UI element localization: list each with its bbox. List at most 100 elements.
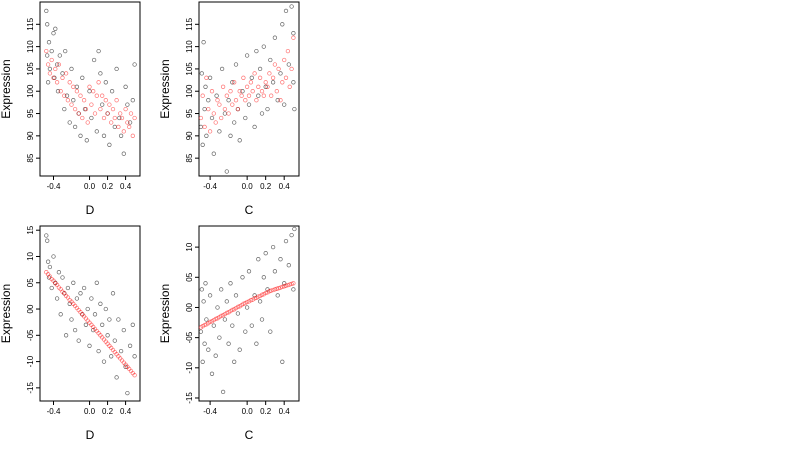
- data-point: [72, 124, 78, 130]
- data-point: [81, 98, 87, 103]
- data-point: [248, 80, 254, 85]
- data-point: [269, 288, 274, 293]
- data-point: [69, 66, 74, 72]
- data-point: [211, 151, 216, 156]
- data-point: [249, 75, 254, 80]
- x-axis-title: D: [86, 428, 95, 442]
- data-point: [263, 290, 268, 296]
- y-tick-label: -10: [26, 355, 35, 367]
- data-point: [254, 48, 259, 54]
- data-point: [51, 31, 56, 36]
- data-point: [109, 89, 115, 94]
- data-point: [252, 124, 257, 130]
- data-point: [54, 296, 60, 301]
- data-point: [74, 89, 80, 94]
- data-point: [230, 307, 235, 313]
- data-point: [213, 316, 218, 322]
- data-point: [243, 329, 248, 334]
- data-point: [91, 57, 97, 63]
- data-point: [202, 106, 207, 112]
- data-point: [87, 343, 92, 348]
- data-point: [267, 71, 272, 76]
- data-point: [250, 89, 255, 94]
- data-point: [259, 317, 265, 322]
- data-point: [243, 98, 248, 103]
- data-point: [291, 281, 296, 286]
- data-point: [233, 293, 239, 298]
- data-point: [214, 93, 219, 98]
- x-tick-label: -0.4: [47, 182, 61, 191]
- data-point: [67, 80, 72, 85]
- data-point: [226, 98, 231, 103]
- data-point: [287, 282, 292, 287]
- data-point: [57, 53, 62, 58]
- data-point: [107, 142, 112, 147]
- y-tick-label: 85: [26, 153, 35, 162]
- data-point: [103, 306, 108, 312]
- data-point: [292, 106, 297, 112]
- data-point: [114, 66, 119, 72]
- data-point: [89, 102, 94, 107]
- data-point: [219, 115, 224, 121]
- data-point: [100, 322, 105, 327]
- data-point: [261, 44, 266, 49]
- data-point: [246, 269, 252, 274]
- data-point: [72, 327, 78, 333]
- data-point: [286, 263, 291, 268]
- data-point: [87, 84, 92, 89]
- data-point: [44, 48, 49, 54]
- data-point: [235, 311, 241, 316]
- data-point: [213, 120, 218, 125]
- y-tick-label: -05: [185, 331, 194, 343]
- data-point: [272, 62, 278, 67]
- data-point: [78, 93, 83, 98]
- data-point: [202, 341, 207, 346]
- data-point: [270, 80, 276, 85]
- data-point: [217, 129, 222, 134]
- data-point: [292, 226, 297, 232]
- data-point: [53, 66, 58, 72]
- data-point: [76, 111, 81, 116]
- data-point: [47, 71, 53, 76]
- x-axis-title: C: [245, 203, 254, 217]
- data-point: [110, 291, 116, 296]
- data-point: [51, 75, 56, 80]
- data-point: [65, 285, 71, 291]
- data-point: [270, 75, 276, 80]
- x-tick-label: 0.4: [120, 407, 132, 416]
- y-tick-label: 10: [26, 251, 35, 260]
- data-point: [219, 66, 225, 72]
- data-point: [125, 120, 130, 125]
- x-axis-title: D: [86, 203, 95, 217]
- data-point: [207, 75, 213, 80]
- y-tick-label: 15: [26, 225, 35, 234]
- data-point: [44, 8, 49, 14]
- data-point: [269, 93, 274, 98]
- data-point: [276, 66, 281, 72]
- data-point: [83, 322, 89, 327]
- data-point: [224, 169, 229, 174]
- data-point: [268, 329, 273, 334]
- data-point: [256, 84, 261, 89]
- data-point: [60, 75, 65, 80]
- data-point: [58, 89, 63, 94]
- data-point: [62, 93, 67, 98]
- data-point: [45, 259, 51, 264]
- series-2: [44, 48, 137, 138]
- x-tick-label: -0.4: [47, 407, 61, 416]
- data-point: [256, 93, 261, 98]
- y-tick-label: -15: [185, 392, 194, 404]
- data-point: [278, 257, 283, 262]
- data-point: [259, 89, 265, 94]
- data-point: [94, 129, 99, 134]
- y-tick-label: 100: [185, 84, 194, 98]
- data-point: [45, 22, 50, 27]
- data-point: [289, 66, 294, 72]
- y-axis-title: Expression: [0, 284, 13, 343]
- data-point: [101, 359, 107, 364]
- series-1: [198, 4, 297, 174]
- data-point: [47, 66, 53, 72]
- data-point: [84, 138, 89, 143]
- data-point: [204, 133, 209, 138]
- y-tick-label: 00: [185, 302, 194, 311]
